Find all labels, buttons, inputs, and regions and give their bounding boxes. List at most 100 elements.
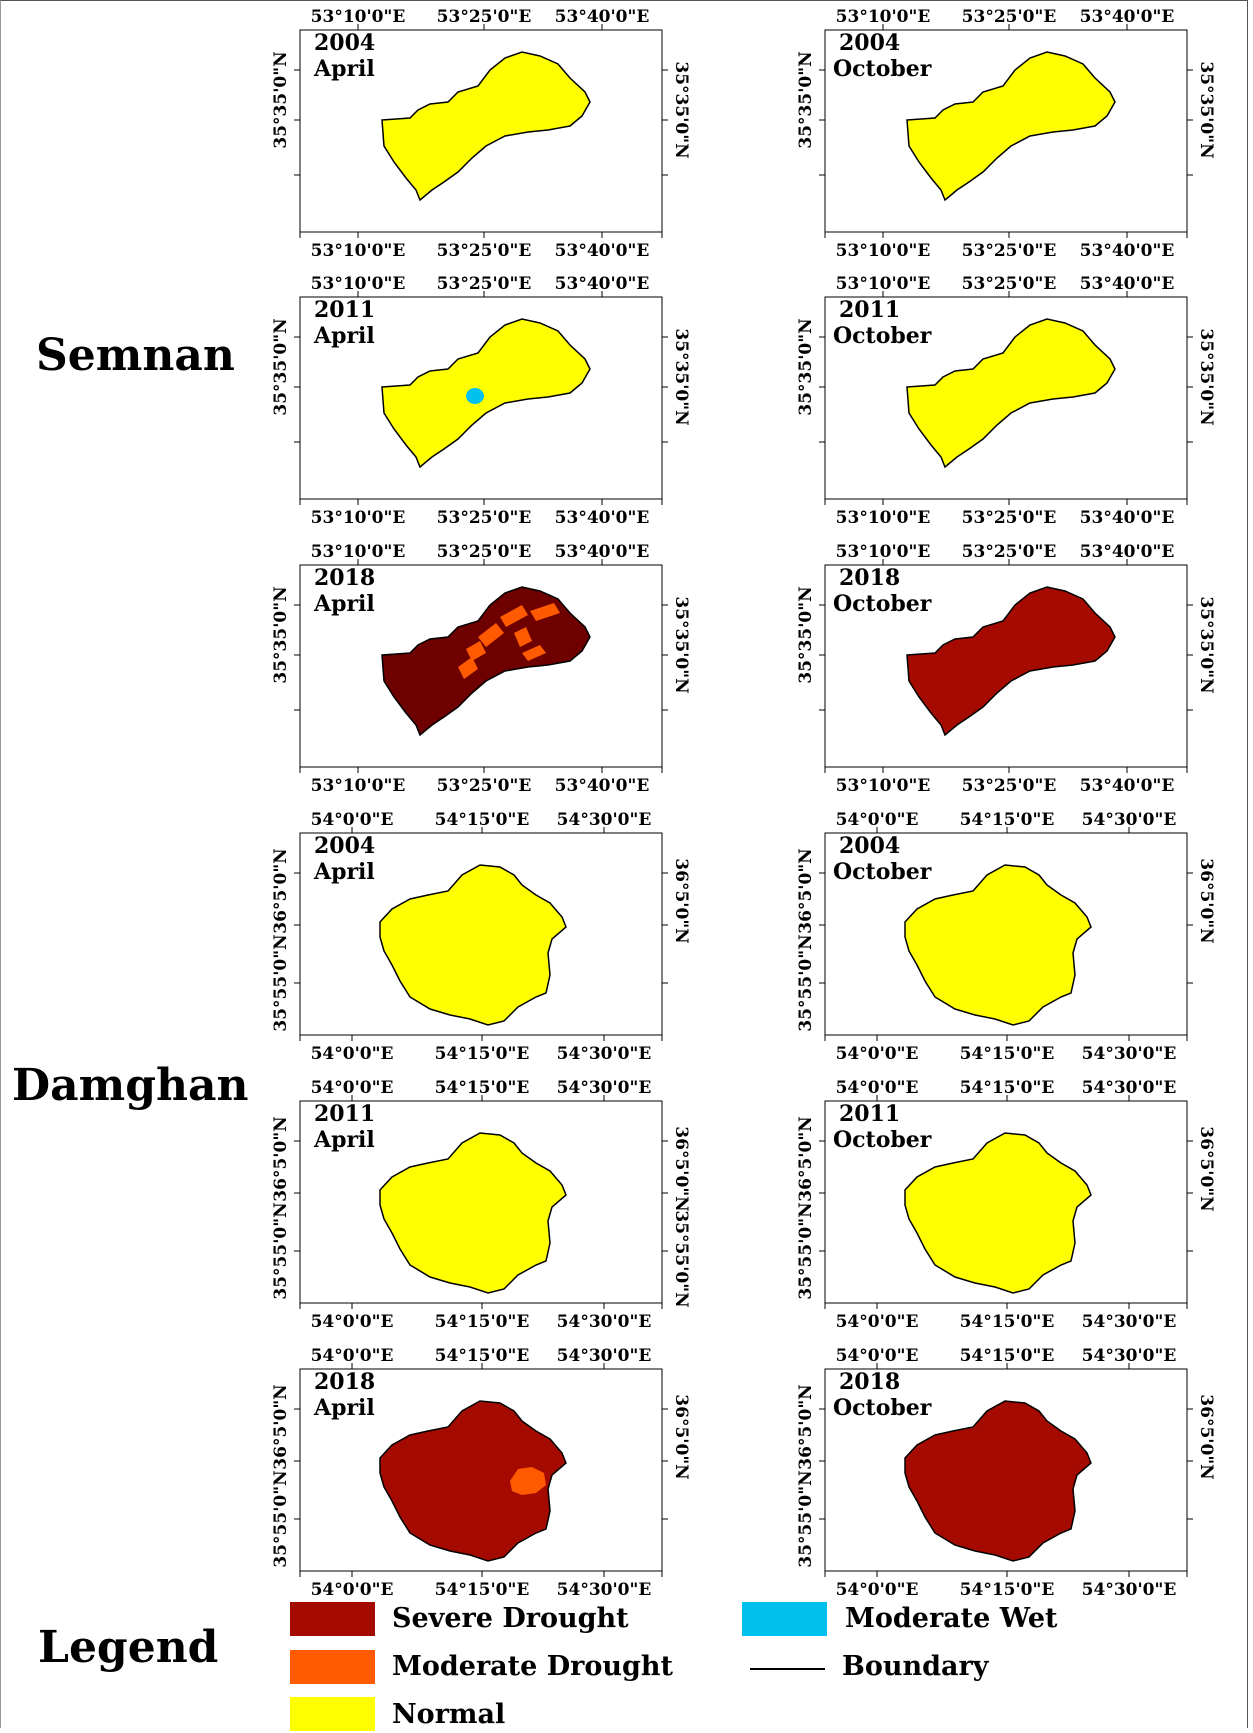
latitude-label-right: 36°5'0"N — [1196, 858, 1216, 943]
longitude-label-top: 53°40'0"E — [1080, 7, 1175, 27]
longitude-label-bottom: 54°0'0"E — [836, 1312, 919, 1332]
longitude-label-top: 53°25'0"E — [962, 7, 1057, 27]
latitude-label-left: 35°35'0"N — [796, 586, 816, 683]
panel-year-label: 2011 — [839, 1101, 900, 1127]
legend-label-boundary: Boundary — [842, 1651, 989, 1682]
latitude-label-left: 35°55'0"N — [271, 1202, 291, 1299]
latitude-label-right: 35°35'0"N — [671, 596, 691, 693]
latitude-label-left: 35°55'0"N — [796, 934, 816, 1031]
panel-month-label: April — [313, 591, 375, 617]
legend-swatch-normal — [290, 1697, 375, 1731]
longitude-label-top: 54°0'0"E — [311, 810, 394, 830]
latitude-label-left: 36°5'0"N — [271, 848, 291, 933]
panel-month-label: April — [313, 1127, 375, 1153]
legend-swatch-moderate-drought — [290, 1650, 375, 1684]
longitude-label-bottom: 53°40'0"E — [555, 508, 650, 528]
longitude-label-top: 53°25'0"E — [437, 542, 532, 562]
panel-month-label: April — [313, 859, 375, 885]
longitude-label-bottom: 53°40'0"E — [1080, 508, 1175, 528]
moderate-drought-patch — [500, 605, 528, 627]
legend-label-moderate-drought: Moderate Drought — [392, 1651, 673, 1682]
longitude-label-top: 53°10'0"E — [311, 7, 406, 27]
panel-month-label: October — [833, 56, 932, 82]
longitude-label-top: 54°30'0"E — [557, 810, 652, 830]
longitude-label-bottom: 54°15'0"E — [960, 1580, 1055, 1600]
longitude-label-bottom: 53°10'0"E — [311, 241, 406, 261]
longitude-label-bottom: 53°40'0"E — [1080, 241, 1175, 261]
latitude-label-left: 36°5'0"N — [796, 1116, 816, 1201]
latitude-label-left: 35°55'0"N — [796, 1470, 816, 1567]
longitude-label-bottom: 53°25'0"E — [962, 508, 1057, 528]
longitude-label-top: 54°30'0"E — [557, 1346, 652, 1366]
longitude-label-top: 54°15'0"E — [435, 810, 530, 830]
longitude-label-bottom: 54°15'0"E — [960, 1312, 1055, 1332]
longitude-label-bottom: 53°10'0"E — [836, 776, 931, 796]
panel-year-label: 2011 — [839, 297, 900, 323]
legend-swatch-moderate-wet — [742, 1602, 827, 1636]
panel-year-label: 2004 — [314, 30, 375, 56]
longitude-label-top: 54°0'0"E — [836, 810, 919, 830]
longitude-label-bottom: 54°30'0"E — [1082, 1044, 1177, 1064]
longitude-label-top: 53°40'0"E — [555, 7, 650, 27]
legend-title: Legend — [38, 1622, 219, 1673]
latitude-label-left: 35°35'0"N — [271, 586, 291, 683]
moderate-drought-patch — [522, 645, 546, 661]
panel-year-label: 2018 — [839, 1369, 900, 1395]
moderate-drought-patch — [514, 627, 532, 647]
longitude-label-top: 54°0'0"E — [311, 1346, 394, 1366]
longitude-label-bottom: 54°15'0"E — [435, 1044, 530, 1064]
longitude-label-top: 53°40'0"E — [555, 542, 650, 562]
damghan-boundary-shape — [904, 864, 1092, 1026]
panel-year-label: 2018 — [314, 565, 375, 591]
latitude-label-right: 36°5'0"N — [671, 858, 691, 943]
moderate-drought-patch — [530, 603, 560, 621]
longitude-label-bottom: 54°15'0"E — [435, 1580, 530, 1600]
longitude-label-top: 54°0'0"E — [836, 1078, 919, 1098]
longitude-label-top: 53°40'0"E — [1080, 542, 1175, 562]
longitude-label-bottom: 53°10'0"E — [836, 508, 931, 528]
semnan-boundary-shape — [906, 586, 1116, 737]
panel-month-label: October — [833, 1395, 932, 1421]
panel-month-label: April — [313, 1395, 375, 1421]
latitude-label-right: 36°5'0"N — [671, 1394, 691, 1479]
longitude-label-bottom: 53°25'0"E — [437, 241, 532, 261]
latitude-label-left: 36°5'0"N — [271, 1116, 291, 1201]
panel-month-label: April — [313, 56, 375, 82]
latitude-label-left: 36°5'0"N — [796, 1384, 816, 1469]
longitude-label-top: 53°40'0"E — [1080, 274, 1175, 294]
latitude-label-left: 35°35'0"N — [796, 51, 816, 148]
panel-year-label: 2011 — [314, 1101, 375, 1127]
panel-year-label: 2011 — [314, 297, 375, 323]
panel-year-label: 2018 — [314, 1369, 375, 1395]
longitude-label-top: 53°10'0"E — [311, 542, 406, 562]
latitude-label-left: 35°35'0"N — [796, 318, 816, 415]
latitude-label-right: 36°5'0"N — [671, 1126, 691, 1211]
longitude-label-bottom: 54°30'0"E — [1082, 1580, 1177, 1600]
semnan-boundary-shape — [381, 586, 591, 737]
longitude-label-bottom: 54°0'0"E — [311, 1580, 394, 1600]
semnan-boundary-shape — [381, 51, 591, 202]
latitude-label-left: 35°55'0"N — [271, 934, 291, 1031]
moderate-drought-patch — [458, 657, 478, 679]
damghan-boundary-shape — [904, 1400, 1092, 1562]
moderate-drought-patch — [466, 641, 486, 661]
latitude-label-right: 35°35'0"N — [1196, 328, 1216, 425]
longitude-label-bottom: 53°10'0"E — [311, 508, 406, 528]
semnan-boundary-shape — [381, 318, 591, 469]
longitude-label-top: 53°25'0"E — [962, 274, 1057, 294]
longitude-label-bottom: 54°30'0"E — [1082, 1312, 1177, 1332]
panel-month-label: April — [313, 323, 375, 349]
panel-month-label: October — [833, 1127, 932, 1153]
longitude-label-bottom: 54°30'0"E — [557, 1580, 652, 1600]
moderate-drought-patch — [510, 1467, 546, 1495]
legend-swatch-severe-drought — [290, 1602, 375, 1636]
